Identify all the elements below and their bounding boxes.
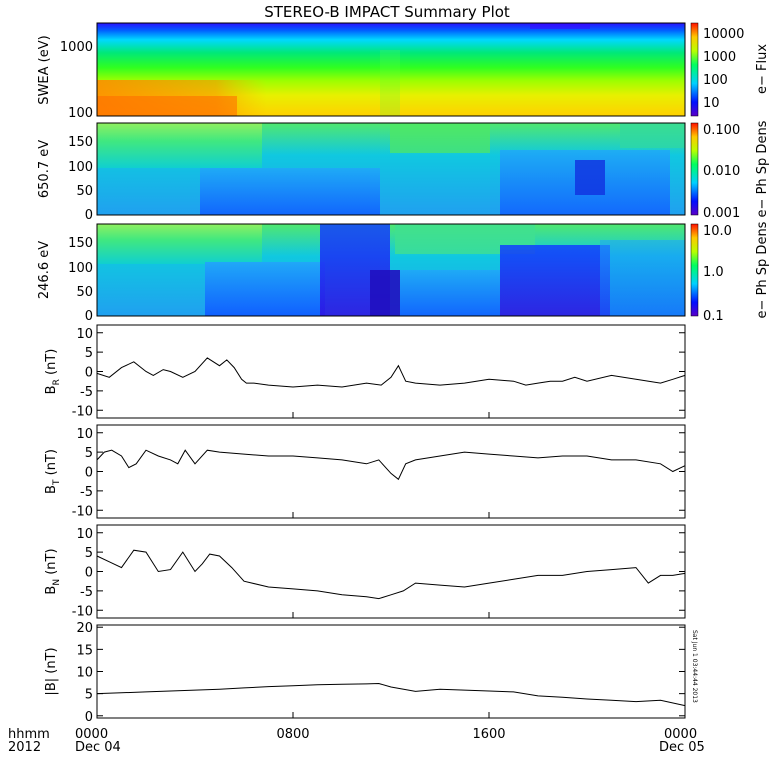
bmag-ytick-label: 5 [85,688,93,703]
colorbar-swea-tick: 100 [703,73,728,88]
bt-ylabel: BT (nT) [44,449,62,494]
colorbar-pad650-tick: 0.010 [703,164,740,179]
bt-ytick-label: 10 [76,427,93,442]
pad-246-image [97,224,685,316]
colorbar-pad246-label: e− Ph Sp Dens [755,221,770,318]
pad-650-ytick: 100 [68,160,93,175]
x-tick-0000-start: 0000 [75,727,108,742]
bn-frame [96,524,686,619]
bn-ytick-label: 10 [76,527,93,542]
figure-title: STEREO-B IMPACT Summary Plot [264,3,510,21]
br-ytick-label: -5 [80,385,93,400]
bmag-ytick-label: 15 [76,643,93,658]
swea-ylabel: SWEA (eV) [37,35,52,104]
bmag-ylabel: |B| (nT) [44,647,59,695]
swea-spectrogram-panel: SWEA (eV) 1000 100 [37,22,686,121]
x-label-hhmm: hhmm [8,727,50,742]
colorbar-pad650: 0.100 0.010 0.001 e− Ph Sp Dens [690,120,770,221]
bmag-frame [96,624,686,719]
x-tick-0000-end: 0000 [664,727,697,742]
bmag-ytick-label: 10 [76,666,93,681]
x-date-start: Dec 04 [75,740,121,755]
colorbar-swea-tick: 10000 [703,27,744,42]
colorbar-pad246-tick: 0.1 [703,309,724,324]
pad-246-yticks: 150 100 50 0 [68,236,93,324]
bn-ytick-label: 5 [85,546,93,561]
colorbar-pad650-tick: 0.001 [703,206,740,221]
x-axis-labels: hhmm 2012 0000 0800 1600 0000 Dec 04 Dec… [8,727,705,755]
br-ytick-label: 5 [85,346,93,361]
bt-ytick-label: 5 [85,446,93,461]
colorbar-swea-tick: 10 [703,96,720,111]
colorbar-pad246: 10.0 1.0 0.1 e− Ph Sp Dens [690,221,770,324]
x-label-year: 2012 [8,740,41,755]
pad-246-ylabel: 246.6 eV [37,241,52,299]
bn-ytick-label: 0 [85,566,93,581]
pad-650-image [97,123,685,215]
bn-series-line [96,549,686,600]
bmag-series-line [96,682,686,707]
bt-panel: 10 5 0 -5 -10 BT (nT) [44,424,686,519]
magnetic-field-panels: 10 5 0 -5 -10 BR (nT) 10 5 0 -5 -10 BT (nT) 10 5 0 -5 -1… [44,324,686,725]
swea-ytick-100: 100 [68,106,93,121]
bmag-ytick-label: 0 [85,710,93,725]
pad-246-ytick: 0 [85,309,93,324]
swea-spectrogram-image [97,23,685,116]
pad-246-ytick: 50 [76,285,93,300]
pad-246-ytick: 150 [68,236,93,251]
pad-650-ytick: 50 [76,184,93,199]
bn-ylabel: BN (nT) [44,548,62,594]
colorbar-swea: 10000 1000 100 10 e− Flux [690,22,770,117]
colorbar-swea-label: e− Flux [755,44,770,94]
br-frame [96,324,686,419]
br-ylabel: BR (nT) [44,349,62,395]
pad-650-ytick: 0 [85,208,93,223]
bt-series-line [96,449,686,481]
pad-650-ylabel: 650.7 eV [37,140,52,198]
br-ytick-label: -10 [72,404,93,419]
timestamp-label: Sat Jun 1 03:44:44 2013 [691,630,698,703]
bt-ytick-label: 0 [85,466,93,481]
pad-650-ytick: 150 [68,135,93,150]
br-ytick-label: 0 [85,366,93,381]
bt-frame [96,424,686,519]
bt-ytick-label: -10 [72,504,93,519]
x-tick-0800: 0800 [276,727,309,742]
pad-246-ytick: 100 [68,261,93,276]
bn-ytick-label: -5 [80,585,93,600]
bn-panel: 10 5 0 -5 -10 BN (nT) [44,524,686,619]
pad-246-panel: 246.6 eV 150 100 50 0 [37,223,686,324]
pad-650-yticks: 150 100 50 0 [68,135,93,223]
colorbar-pad246-tick: 10.0 [703,224,732,239]
swea-ytick-1000: 1000 [60,40,93,55]
x-tick-1600: 1600 [472,727,505,742]
bn-ytick-label: -10 [72,604,93,619]
bmag-panel: 20 15 10 5 0 |B| (nT) [44,621,686,725]
bt-ytick-label: -5 [80,485,93,500]
colorbar-pad650-tick: 0.100 [703,123,740,138]
bmag-ytick-label: 20 [76,621,93,636]
br-series-line [96,357,686,388]
br-panel: 10 5 0 -5 -10 BR (nT) [44,324,686,419]
br-ytick-label: 10 [76,327,93,342]
colorbar-swea-tick: 1000 [703,50,736,65]
colorbar-pad650-label: e− Ph Sp Dens [755,120,770,217]
x-date-end: Dec 05 [659,740,705,755]
colorbar-pad246-tick: 1.0 [703,265,724,280]
pad-650-panel: 650.7 eV 150 100 50 0 [37,122,686,223]
